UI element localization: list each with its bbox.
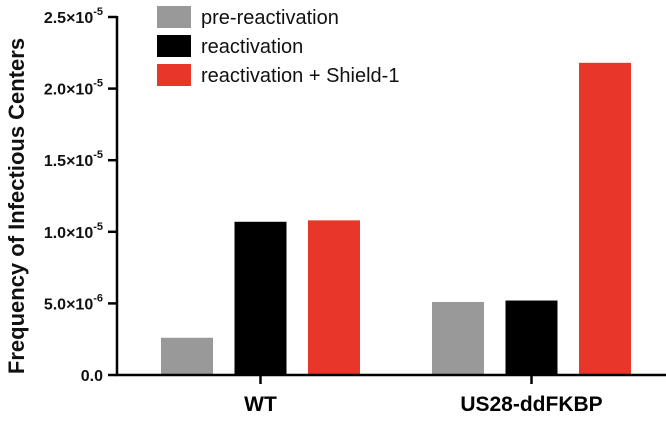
bar-wt-reactivation bbox=[234, 221, 287, 375]
y-axis-title: Frequency of Infectious Centers bbox=[4, 38, 29, 374]
bar-us28-ddfkbp-pre-reactivation bbox=[432, 301, 484, 375]
bars bbox=[161, 62, 631, 375]
y-tick-label: 1.5×10-5 bbox=[44, 149, 103, 170]
bar-wt-pre-reactivation bbox=[161, 337, 213, 375]
x-category-label: US28-ddFKBP bbox=[460, 393, 602, 416]
y-tick-label: 2.0×10-5 bbox=[44, 78, 103, 99]
y-tick-label: 0.0 bbox=[81, 368, 103, 385]
legend-label: reactivation bbox=[201, 36, 303, 58]
y-tick-label: 1.0×10-5 bbox=[44, 221, 103, 242]
bar-us28-ddfkbp-reactivation-shield-1 bbox=[579, 62, 631, 375]
legend-label: reactivation + Shield-1 bbox=[201, 65, 399, 87]
legend-label: pre-reactivation bbox=[201, 7, 339, 29]
legend-swatch bbox=[157, 64, 191, 86]
legend: pre-reactivation reactivation reactivation… bbox=[157, 6, 399, 87]
y-tick-label: 2.5×10-5 bbox=[44, 6, 103, 27]
y-tick-label: 5.0×10-6 bbox=[44, 292, 103, 313]
bar-us28-ddfkbp-reactivation bbox=[505, 300, 558, 375]
x-axis: WT US28-ddFKBP bbox=[116, 373, 666, 416]
y-axis: 0.0 5.0×10-6 1.0×10-5 1.5×10-5 2.0×10-5 2.5×1… bbox=[44, 6, 119, 385]
x-category-label: WT bbox=[244, 393, 277, 416]
bar-wt-reactivation-shield-1 bbox=[308, 220, 360, 375]
legend-swatch bbox=[157, 6, 191, 28]
legend-swatch bbox=[157, 35, 191, 57]
